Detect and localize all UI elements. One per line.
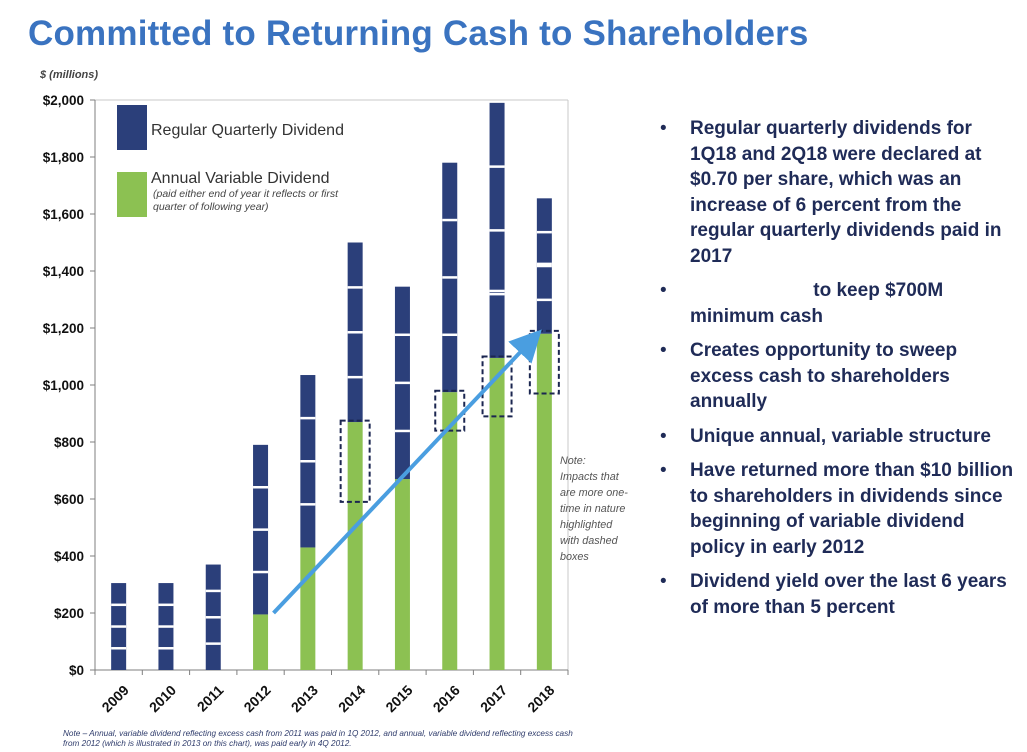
y-tick-label: $800 (54, 435, 84, 450)
y-tick-label: $1,200 (43, 321, 84, 336)
highlight-box (481, 355, 513, 418)
legend-label-variable: Annual Variable Dividend (151, 170, 329, 187)
bullet-marker: • (660, 425, 667, 447)
chart-note-line: Note: (560, 455, 586, 467)
legend-label-regular: Regular Quarterly Dividend (151, 122, 344, 139)
chart-note-line: Impacts that (560, 471, 620, 483)
x-tick-label: 2017 (477, 682, 510, 715)
y-tick-label: $400 (54, 549, 84, 564)
footnote: Note – Annual, variable dividend reflect… (63, 729, 573, 748)
bullet-marker: • (660, 280, 667, 301)
y-tick-label: $0 (69, 663, 84, 678)
bullet-item: • Regular quarterly dividends for 1Q18 an… (658, 116, 1018, 269)
bullet-marker: • (660, 460, 667, 481)
y-tick-label: $1,000 (43, 378, 84, 393)
bullet-item: • Have returned more than $10 billion to … (658, 458, 1018, 560)
bar-variable-dividend (300, 547, 316, 670)
highlight-box (339, 419, 371, 503)
y-tick-label: $200 (54, 606, 84, 621)
bullet-item: • to keep $700M minimum cash (658, 278, 1018, 329)
legend-sublabel-variable: (paid either end of year it reflects or … (153, 188, 339, 213)
chart-note-line: boxes (560, 551, 589, 563)
y-tick-label: $2,000 (43, 93, 84, 108)
y-tick-label: $1,800 (43, 150, 84, 165)
bullet-item: • Creates opportunity to sweep excess cas… (658, 338, 1018, 415)
chart-note-line: highlighted (560, 519, 613, 531)
legend-sublabel-line: (paid either end of year it reflects or … (153, 188, 339, 200)
bar-variable-dividend (347, 422, 363, 670)
bar-variable-dividend (442, 392, 458, 670)
redacted-text (690, 280, 808, 301)
unit-label: $ (millions) (39, 69, 98, 81)
bullet-text: Dividend yield over the last 6 years of … (690, 571, 1007, 618)
bullet-text: Regular quarterly dividends for 1Q18 and… (690, 118, 1002, 267)
chart-note-line: are more one- (560, 487, 628, 499)
bullet-text: Creates opportunity to sweep excess cash… (690, 340, 958, 412)
x-tick-label: 2009 (98, 682, 131, 715)
bullet-item: • Unique annual, variable structure (658, 424, 1018, 450)
legend-swatch-regular (117, 105, 147, 150)
bullet-marker: • (660, 340, 667, 361)
bullet-list: • Regular quarterly dividends for 1Q18 an… (658, 116, 1018, 629)
page-title: Committed to Returning Cash to Sharehold… (28, 14, 809, 53)
x-tick-label: 2013 (288, 682, 321, 715)
bar-variable-dividend (536, 333, 552, 670)
bullet-item: • Dividend yield over the last 6 years of… (658, 569, 1018, 620)
y-tick-label: $1,400 (43, 264, 84, 279)
bullet-text: Have returned more than $10 billion to s… (690, 460, 1014, 558)
bullet-text: to keep $700M minimum cash (690, 280, 944, 327)
chart-note-line: time in nature (560, 503, 625, 515)
y-tick-label: $1,600 (43, 207, 84, 222)
legend-sublabel-line: quarter of following year) (153, 201, 269, 213)
x-tick-label: 2011 (194, 682, 227, 715)
legend-swatch-variable (117, 172, 147, 217)
bar-variable-dividend (489, 357, 505, 670)
bullet-marker: • (660, 118, 667, 139)
trend-arrow (272, 329, 542, 615)
x-tick-label: 2012 (240, 682, 273, 715)
bar-variable-dividend (253, 614, 269, 670)
bullet-text: Unique annual, variable structure (690, 425, 991, 447)
y-tick-label: $600 (54, 492, 84, 507)
x-tick-label: 2016 (430, 682, 463, 715)
x-tick-label: 2015 (382, 682, 415, 715)
chart-note-line: with dashed (560, 535, 619, 547)
x-tick-label: 2010 (146, 682, 179, 715)
dividend-bar-chart: $ (millions) $0 $200 $400 $600 $800 $1,000 $1,2… (39, 69, 628, 715)
bullet-marker: • (660, 571, 667, 592)
bar-variable-dividend (394, 479, 410, 670)
x-tick-label: 2014 (335, 682, 368, 715)
x-tick-label: 2018 (524, 682, 557, 715)
chart-note: Note: Impacts that are more one-time in na… (560, 455, 628, 563)
